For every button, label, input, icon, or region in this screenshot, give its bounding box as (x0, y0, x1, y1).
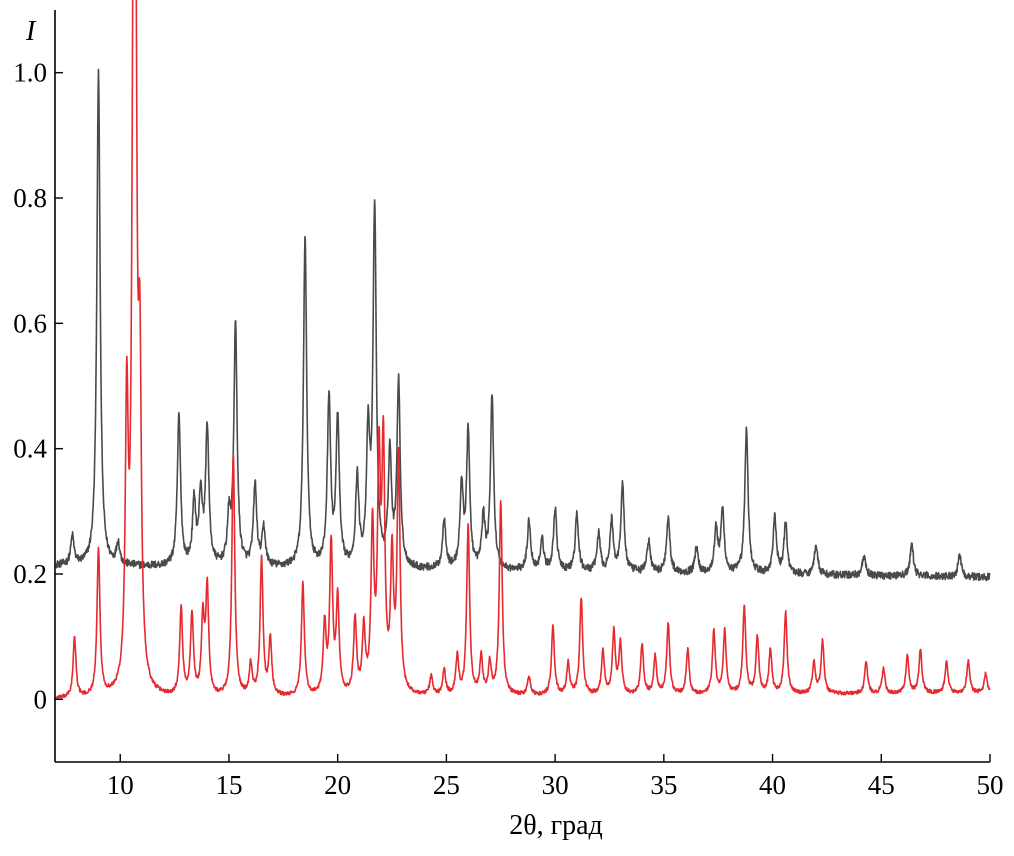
x-tick-label: 45 (868, 770, 895, 800)
x-ticks: 10 15 20 25 30 35 40 45 50 (107, 754, 1004, 800)
x-tick-label: 25 (433, 770, 460, 800)
x-tick-label: 10 (107, 770, 134, 800)
y-tick-label: 1.0 (13, 58, 47, 88)
y-tick-label: 0.6 (13, 308, 47, 338)
x-axis-title: 2θ, град (509, 810, 603, 841)
x-tick-label: 20 (324, 770, 351, 800)
y-tick-label: 0.4 (13, 434, 47, 464)
x-tick-label: 15 (215, 770, 242, 800)
x-tick-label: 30 (542, 770, 569, 800)
x-tick-label: 50 (977, 770, 1004, 800)
y-tick-label: 0.2 (13, 559, 47, 589)
y-axis-title: I (25, 16, 37, 47)
y-tick-label: 0 (34, 684, 48, 714)
axes-layer (54, 10, 990, 763)
y-ticks: 0 0.2 0.4 0.6 0.8 1.0 (13, 58, 63, 714)
series-line-2 (55, 0, 991, 700)
series-line-1 (55, 68, 991, 582)
y-tick-label: 0.8 (13, 183, 47, 213)
x-tick-label: 40 (759, 770, 786, 800)
x-tick-label: 35 (650, 770, 677, 800)
series-layer (55, 0, 991, 700)
